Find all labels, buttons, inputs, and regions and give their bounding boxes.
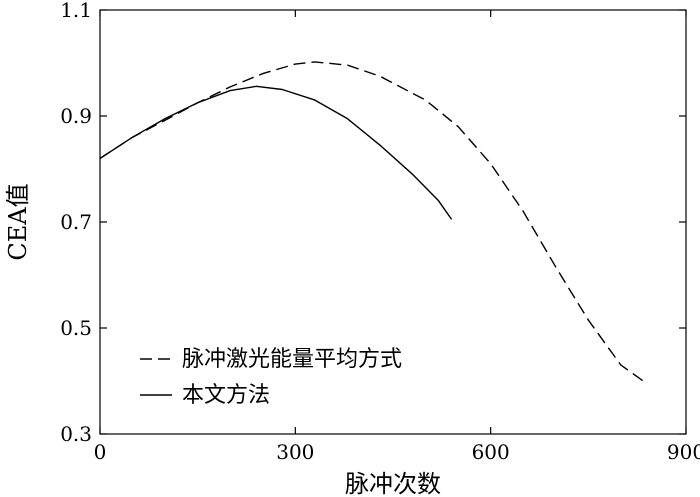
series-lines [99, 61, 648, 385]
y-tick-label: 0.3 [60, 422, 92, 446]
legend-label-solid: 本文方法 [182, 383, 270, 408]
y-tick-label: 1.1 [60, 0, 92, 22]
x-tick-label: 600 [472, 440, 510, 464]
y-tick-label: 0.9 [60, 104, 92, 128]
axis-labels: 脉冲次数 CEA值 [4, 183, 441, 497]
x-tick-label: 300 [276, 440, 314, 464]
axis-ticks: 0 300 600 900 0.3 0.5 0.7 0.9 1.1 [60, 0, 700, 464]
x-axis-label: 脉冲次数 [345, 470, 441, 497]
legend-label-dashed: 脉冲激光能量平均方式 [182, 347, 402, 372]
series-line-dashed [99, 61, 648, 385]
legend: 脉冲激光能量平均方式 本文方法 [140, 347, 402, 408]
y-tick-label: 0.5 [60, 316, 92, 340]
y-tick-label: 0.7 [60, 210, 92, 234]
series-line-solid [99, 85, 453, 220]
x-tick-label: 900 [667, 440, 700, 464]
x-tick-label: 0 [94, 440, 107, 464]
y-axis-label: CEA值 [4, 183, 32, 260]
